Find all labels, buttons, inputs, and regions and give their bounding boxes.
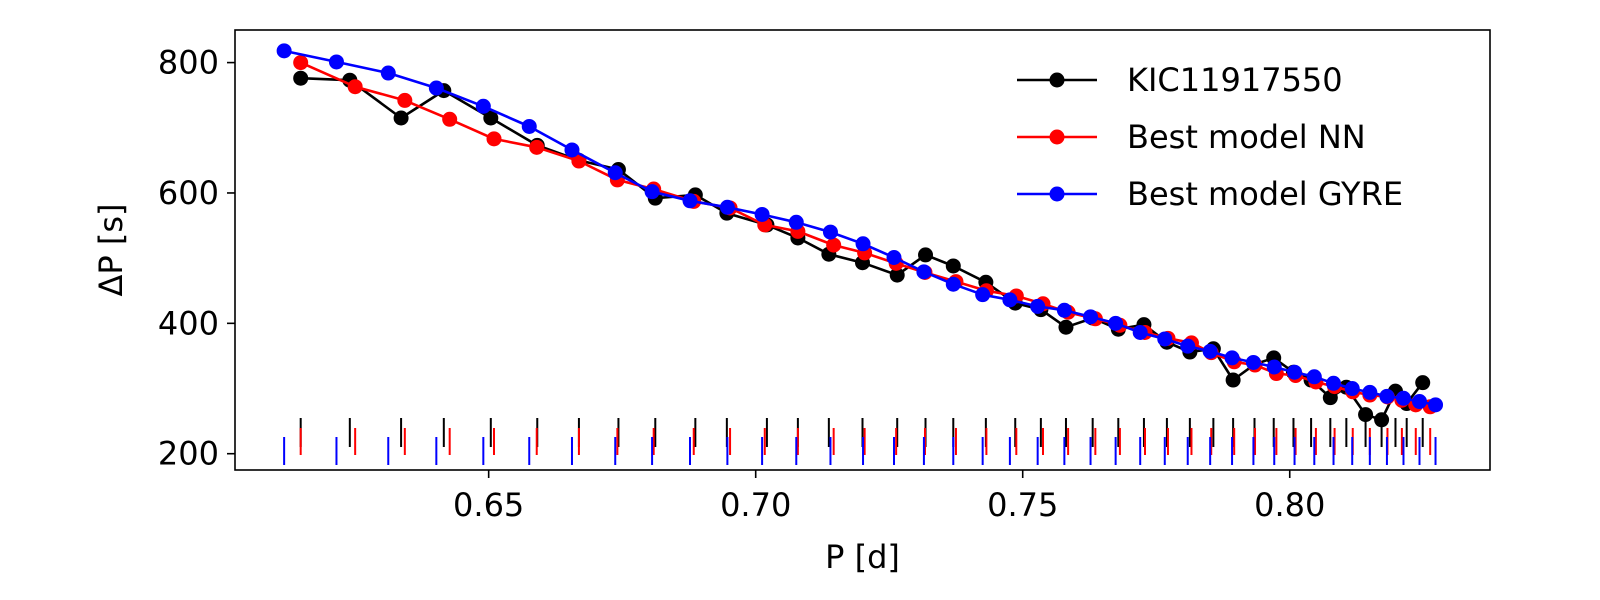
data-point <box>1058 319 1074 335</box>
series-layer <box>276 43 1444 428</box>
legend-marker <box>1049 186 1065 202</box>
data-point <box>607 165 623 181</box>
data-point <box>1358 407 1374 423</box>
data-point <box>1225 372 1241 388</box>
data-point <box>276 43 292 59</box>
axes: 0.65 0.70 0.75 0.80 200 400 600 800 <box>158 44 1325 524</box>
data-point <box>1395 390 1411 406</box>
data-point <box>529 139 545 155</box>
data-point <box>945 258 961 274</box>
data-point <box>1202 343 1218 359</box>
series-line <box>300 61 1431 409</box>
x-tick-label: 0.80 <box>1254 486 1325 524</box>
data-point <box>826 237 842 253</box>
data-point <box>483 110 499 126</box>
data-point <box>1083 309 1099 325</box>
data-point <box>521 118 537 134</box>
y-tick-label: 800 <box>158 44 219 82</box>
data-point <box>975 287 991 303</box>
data-point <box>328 54 344 70</box>
data-point <box>293 70 309 86</box>
data-point <box>889 267 905 283</box>
data-point <box>855 236 871 252</box>
data-point <box>1108 315 1124 331</box>
data-point <box>1157 331 1173 347</box>
data-point <box>945 276 961 292</box>
data-point <box>1344 381 1360 397</box>
data-point <box>1180 338 1196 354</box>
y-tick-label: 400 <box>158 304 219 342</box>
x-tick-label: 0.70 <box>720 486 791 524</box>
legend-marker <box>1049 129 1065 145</box>
data-point <box>1030 298 1046 314</box>
data-point <box>1245 354 1261 370</box>
data-point <box>380 65 396 81</box>
data-point <box>754 206 770 222</box>
data-point <box>1326 375 1342 391</box>
x-axis-label: P [d] <box>825 538 900 576</box>
data-point <box>393 110 409 126</box>
legend-label: Best model NN <box>1127 118 1366 156</box>
data-point <box>293 55 309 71</box>
data-point <box>644 184 660 200</box>
data-point <box>1287 364 1303 380</box>
data-point <box>918 247 934 263</box>
plot-frame <box>234 29 1491 471</box>
legend-marker <box>1049 72 1065 88</box>
period-ticklines <box>283 418 1437 465</box>
x-tick-label: 0.75 <box>987 486 1058 524</box>
data-point <box>1132 324 1148 340</box>
data-point <box>1374 412 1390 428</box>
y-tick-label: 600 <box>158 174 219 212</box>
series-group <box>276 43 1444 413</box>
data-point <box>1056 302 1072 318</box>
data-point <box>397 92 413 108</box>
data-point <box>822 224 838 240</box>
data-point <box>347 79 363 95</box>
data-point <box>682 193 698 209</box>
data-point <box>1362 384 1378 400</box>
y-axis-label: ΔP [s] <box>92 204 130 297</box>
data-point <box>564 142 580 158</box>
series-line <box>283 49 1436 407</box>
data-point <box>1266 359 1282 375</box>
data-point <box>1002 292 1018 308</box>
legend-label: Best model GYRE <box>1127 175 1403 213</box>
data-point <box>475 98 491 114</box>
data-point <box>1415 375 1431 391</box>
data-point <box>1224 350 1240 366</box>
data-point <box>571 153 587 169</box>
data-point <box>442 111 458 127</box>
data-point <box>1428 397 1444 413</box>
legend-label: KIC11917550 <box>1127 61 1343 99</box>
x-tick-label: 0.65 <box>453 486 524 524</box>
data-point <box>1379 388 1395 404</box>
data-point <box>1306 369 1322 385</box>
data-point <box>788 214 804 230</box>
data-point <box>886 249 902 265</box>
data-point <box>1412 394 1428 410</box>
data-point <box>719 199 735 215</box>
data-point <box>486 131 502 147</box>
y-tick-label: 200 <box>158 435 219 473</box>
legend: KIC11917550 Best model NN Best model GYRE <box>1017 61 1403 213</box>
data-point <box>428 80 444 96</box>
data-point <box>916 264 932 280</box>
